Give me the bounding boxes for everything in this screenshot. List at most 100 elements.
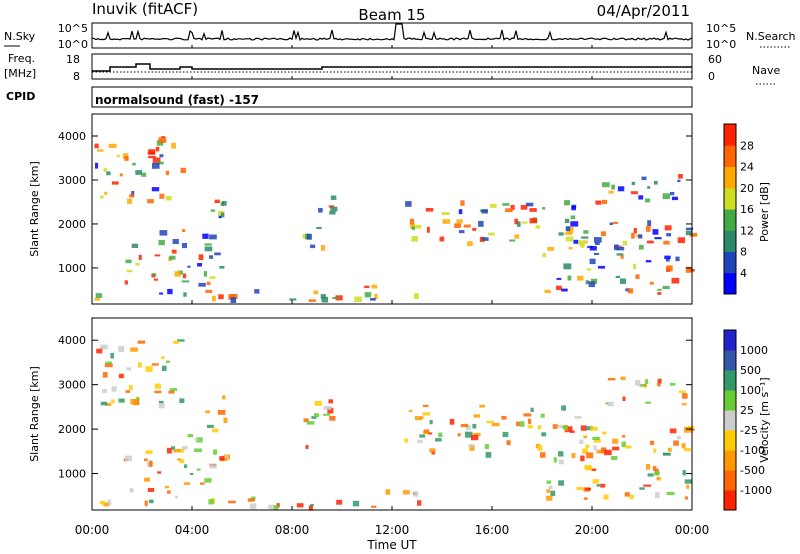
colorbar-segment — [724, 209, 736, 231]
scatter-cell — [621, 435, 626, 438]
colorbar-segment — [724, 166, 736, 189]
scatter-cell — [135, 397, 140, 400]
scatter-cell — [204, 246, 213, 252]
scatter-cell — [464, 431, 473, 438]
scatter-cell — [228, 294, 236, 300]
scatter-cell — [209, 234, 217, 240]
scatter-cell — [460, 200, 465, 206]
scatter-cell — [179, 398, 185, 404]
scatter-cell — [678, 174, 683, 179]
scatter-cell — [656, 477, 661, 481]
scatter-cell — [127, 198, 133, 204]
noise-left-label: N.Sky — [4, 30, 36, 43]
velocity-colorbar: -1000 -500 -100 -25 25 100 500 1000 Velocity [m… — [723, 329, 772, 511]
scatter-cell — [627, 288, 634, 294]
scatter-cell — [308, 299, 317, 302]
velocity-ylabel: Slant Range [km] — [28, 366, 41, 462]
scatter-cell — [683, 426, 692, 433]
scatter-cell — [666, 265, 673, 272]
colorbar-segment — [724, 330, 736, 351]
scatter-cell — [158, 400, 164, 404]
scatter-cell — [404, 438, 409, 443]
scatter-cell — [546, 480, 552, 484]
scatter-cell — [181, 446, 188, 450]
scatter-cell — [212, 428, 219, 433]
scatter-cell — [540, 452, 546, 458]
scatter-cell — [468, 444, 474, 448]
scatter-cell — [527, 425, 533, 429]
scatter-cell — [571, 205, 576, 211]
scatter-cell — [137, 362, 142, 368]
scatter-cell — [620, 255, 624, 259]
scatter-cell — [203, 271, 207, 277]
scatter-cell — [158, 137, 167, 143]
scatter-cell — [129, 488, 134, 493]
scatter-cell — [553, 457, 557, 463]
noise-right-tick-bottom: 10^0 — [706, 38, 736, 51]
scatter-cell — [126, 269, 133, 273]
scatter-cell — [198, 282, 206, 287]
scatter-cell — [221, 201, 227, 206]
colorbar-tick-label: 16 — [740, 203, 754, 216]
nave-tick-top: 60 — [708, 53, 722, 66]
scatter-cell — [311, 416, 317, 419]
colorbar-segment — [724, 370, 736, 391]
scatter-cell — [152, 163, 160, 169]
scatter-cell — [449, 418, 455, 425]
scatter-cell — [590, 426, 598, 431]
scatter-cell — [149, 460, 153, 467]
scatter-cell — [673, 440, 679, 446]
scatter-cell — [583, 497, 588, 500]
scatter-cell — [141, 172, 147, 177]
scatter-cell — [419, 434, 426, 438]
colorbar-tick-label: 25 — [740, 404, 754, 417]
colorbar-tick-label: 20 — [740, 182, 754, 195]
scatter-cell — [247, 498, 255, 502]
scatter-cell — [546, 495, 553, 501]
scatter-cell — [650, 440, 655, 445]
scatter-cell — [148, 499, 154, 504]
scatter-cell — [126, 367, 132, 371]
scatter-cell — [625, 445, 632, 449]
colorbar-tick-label: 8 — [740, 246, 747, 259]
scatter-cell — [563, 263, 572, 270]
colorbar-segment — [724, 410, 736, 431]
cpid-row: CPID normalsound (fast) -157 — [6, 86, 693, 108]
scatter-cell — [206, 281, 211, 286]
scatter-cell — [589, 246, 597, 251]
scatter-cell — [478, 220, 484, 227]
scatter-cell — [586, 452, 594, 459]
scatter-cell — [485, 452, 492, 458]
scatter-cell — [156, 140, 164, 146]
scatter-cell — [158, 239, 165, 246]
scatter-cell — [218, 294, 224, 300]
scatter-cell — [561, 405, 566, 411]
scatter-cell — [460, 423, 469, 428]
time-tick-label: 12:00 — [375, 523, 410, 537]
scatter-cell — [593, 438, 601, 443]
colorbar-segment — [724, 124, 736, 146]
scatter-cell — [472, 227, 477, 231]
scatter-cell — [580, 425, 587, 431]
scatter-cell — [131, 190, 135, 197]
scatter-cell — [314, 413, 319, 418]
scatter-cell — [427, 432, 433, 435]
scatter-cell — [655, 492, 660, 499]
scatter-cell — [671, 277, 680, 284]
scatter-cell — [321, 296, 329, 303]
scatter-cell — [638, 234, 643, 239]
scatter-cell — [666, 492, 675, 496]
scatter-cell — [169, 388, 178, 392]
scatter-cell — [181, 280, 190, 283]
scatter-cell — [669, 428, 677, 434]
scatter-cell — [130, 347, 138, 352]
scatter-cell — [665, 258, 670, 262]
scatter-cell — [439, 236, 445, 242]
scatter-cell — [423, 430, 429, 434]
scatter-cell — [612, 438, 619, 444]
scatter-cell — [118, 398, 125, 403]
noise-trace — [91, 23, 693, 41]
velocity-panel: 1000 2000 3000 4000 Slant Range [km] — [28, 317, 695, 511]
scatter-cell — [422, 412, 431, 416]
freq-tick-top: 18 — [66, 53, 80, 66]
